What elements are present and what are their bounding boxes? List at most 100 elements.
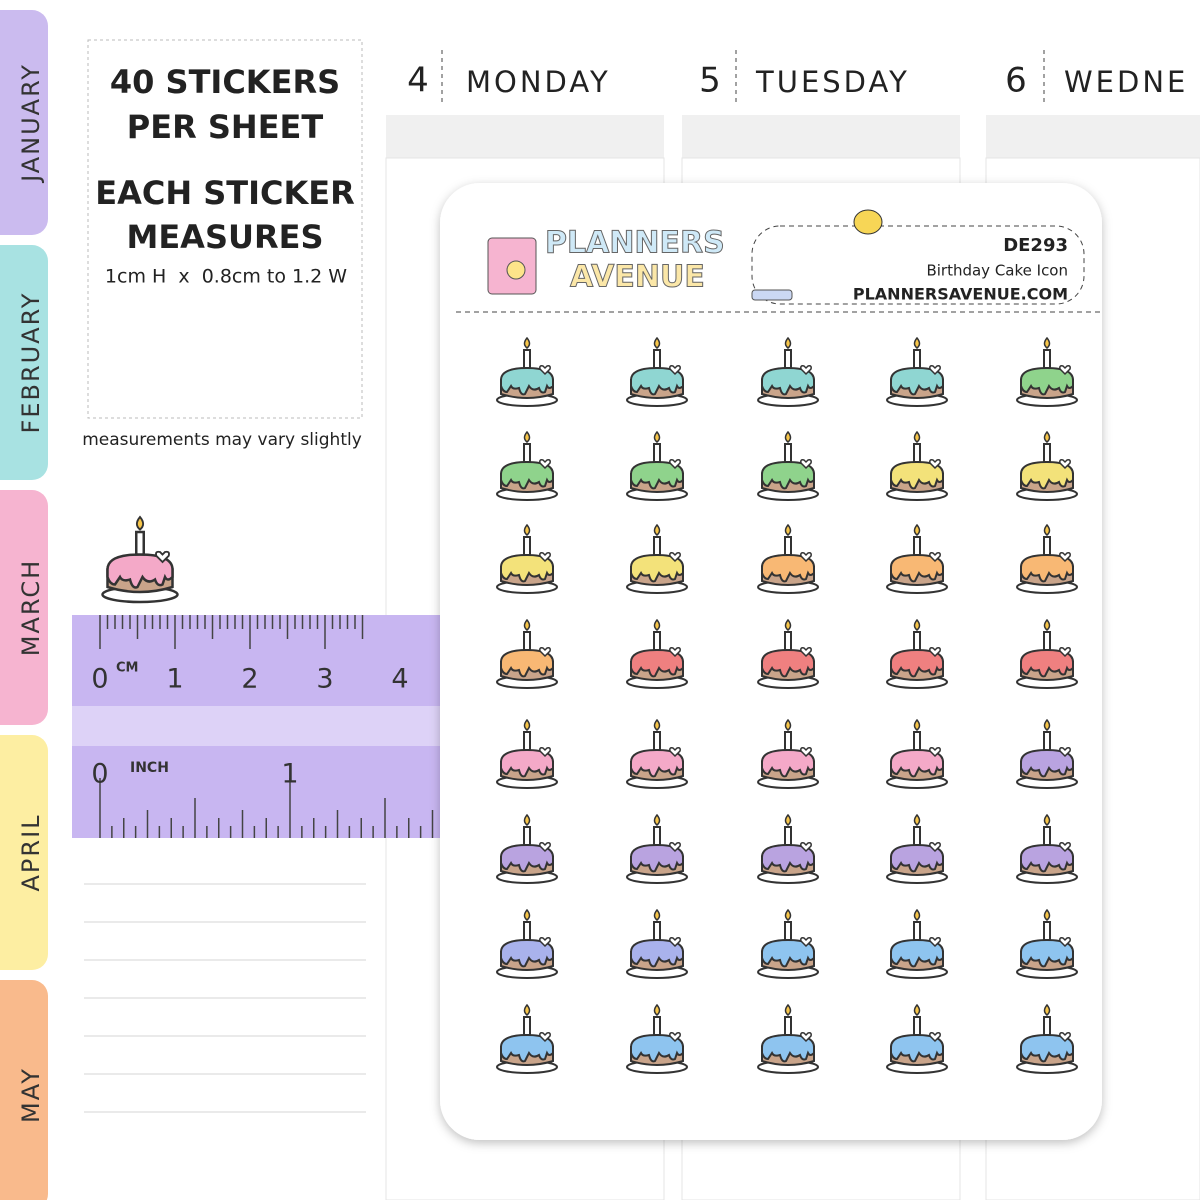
cake-sticker <box>757 336 819 407</box>
heart <box>800 647 812 658</box>
candle <box>523 1016 531 1036</box>
cake-sticker <box>496 430 558 501</box>
heart <box>1059 459 1071 470</box>
tab <box>0 735 48 970</box>
inch-unit: INCH <box>130 760 169 776</box>
flame <box>913 813 921 826</box>
heart <box>669 459 681 470</box>
candle <box>653 443 661 463</box>
flame <box>1043 1003 1051 1016</box>
tab <box>0 245 48 480</box>
flame <box>653 523 661 536</box>
candle <box>1043 631 1051 651</box>
heart <box>1059 365 1071 376</box>
cake-sticker <box>626 523 688 594</box>
flame <box>653 813 661 826</box>
candle <box>653 731 661 751</box>
heart <box>539 747 551 758</box>
flame <box>1043 618 1051 631</box>
flame <box>1043 523 1051 536</box>
day-name: TUESDAY <box>755 65 910 99</box>
flame <box>784 336 792 349</box>
candle <box>1043 731 1051 751</box>
cake-sticker <box>886 523 948 594</box>
heart <box>669 365 681 376</box>
candle <box>784 1016 792 1036</box>
flame <box>913 1003 921 1016</box>
cake-sticker <box>626 618 688 689</box>
flame <box>653 430 661 443</box>
candle <box>1043 826 1051 846</box>
flame <box>653 1003 661 1016</box>
info-text: EACH STICKER <box>95 174 355 212</box>
candle <box>1043 536 1051 556</box>
inch-label: 0 <box>91 759 108 790</box>
candle <box>913 826 921 846</box>
tab-label: MARCH <box>17 559 45 656</box>
heart <box>539 1032 551 1043</box>
heart <box>800 365 812 376</box>
cake-sticker <box>626 1003 688 1074</box>
cake-sticker <box>886 430 948 501</box>
cake-sticker <box>757 618 819 689</box>
cake-sticker <box>496 718 558 789</box>
flame <box>523 336 531 349</box>
cm-label: 0 <box>91 664 108 695</box>
candle <box>913 1016 921 1036</box>
tab-label: MAY <box>17 1067 45 1123</box>
day-name: WEDNE <box>1064 65 1188 99</box>
cake-sticker <box>496 523 558 594</box>
flame <box>523 618 531 631</box>
cake-sticker <box>1016 430 1078 501</box>
day-number: 4 <box>407 61 429 101</box>
candle <box>913 921 921 941</box>
cake-sticker <box>886 813 948 884</box>
ruler: 0 1 2 3 4 CM 0 1 INCH <box>72 615 450 1113</box>
flame <box>1043 336 1051 349</box>
flame <box>913 430 921 443</box>
heart <box>929 842 941 853</box>
candle <box>784 921 792 941</box>
flame <box>523 523 531 536</box>
candle <box>653 1016 661 1036</box>
cake-sticker <box>496 908 558 979</box>
flame <box>784 430 792 443</box>
cake-sticker <box>757 813 819 884</box>
cake-sticker <box>757 908 819 979</box>
cake-sticker <box>101 515 179 604</box>
candle <box>913 349 921 369</box>
heart <box>539 459 551 470</box>
heart <box>800 937 812 948</box>
candle <box>784 443 792 463</box>
info-text: PER SHEET <box>127 108 324 146</box>
candle <box>913 443 921 463</box>
cake-sticker <box>496 618 558 689</box>
flame <box>653 718 661 731</box>
cake-sticker <box>886 718 948 789</box>
tab <box>0 490 48 725</box>
cake-sticker <box>886 1003 948 1074</box>
heart <box>669 747 681 758</box>
flame <box>913 523 921 536</box>
flame <box>784 1003 792 1016</box>
info-box <box>87 39 363 419</box>
candle <box>913 536 921 556</box>
flame <box>523 718 531 731</box>
sample-cake <box>101 515 179 604</box>
heart <box>800 747 812 758</box>
heart <box>669 937 681 948</box>
candle <box>523 921 531 941</box>
cake-sticker <box>496 336 558 407</box>
heart <box>929 747 941 758</box>
flame <box>653 336 661 349</box>
cake-sticker <box>626 908 688 979</box>
tab-label: APRIL <box>17 813 45 891</box>
cake-sticker <box>1016 908 1078 979</box>
cake-sticker <box>886 336 948 407</box>
day-name: MONDAY <box>466 65 611 99</box>
candle <box>653 349 661 369</box>
flame <box>913 718 921 731</box>
heart <box>800 1032 812 1043</box>
candle <box>1043 349 1051 369</box>
flame <box>913 908 921 921</box>
